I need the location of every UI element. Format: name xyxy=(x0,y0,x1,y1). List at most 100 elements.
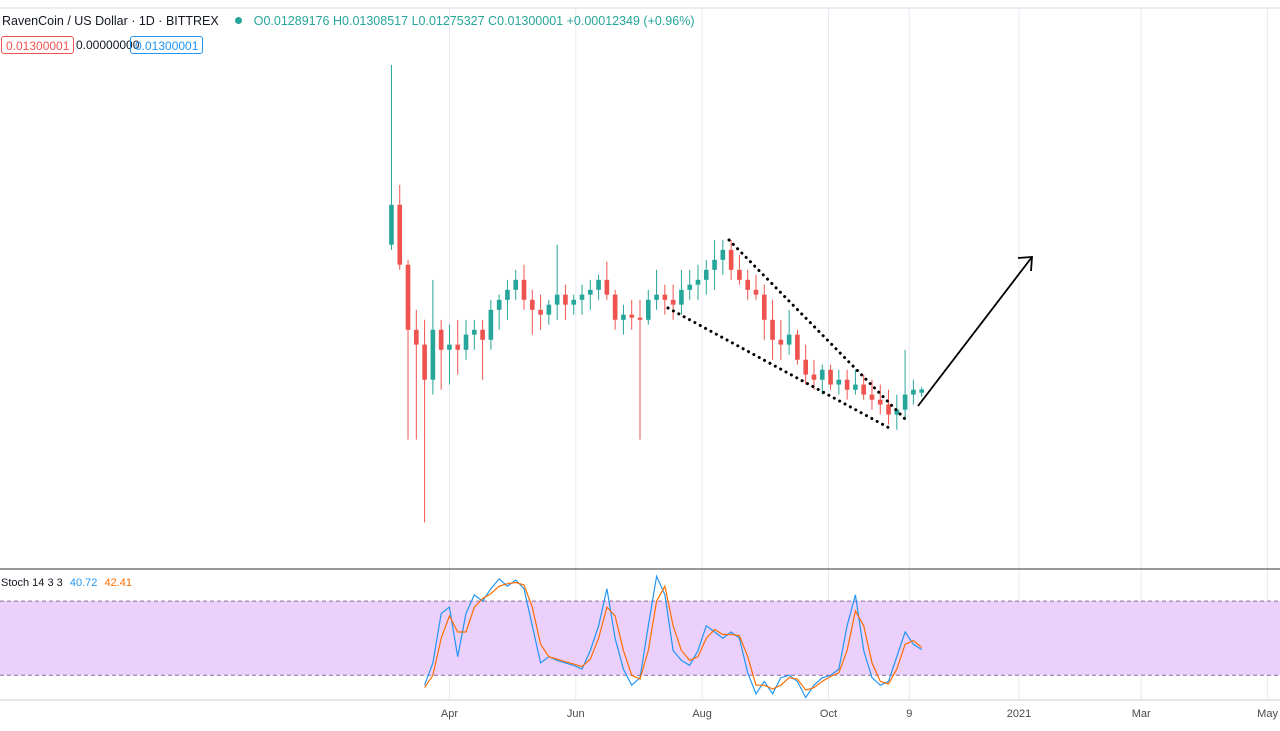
candle-body xyxy=(687,284,693,290)
x-tick-label: Apr xyxy=(441,708,458,720)
arrow-head xyxy=(1017,256,1033,272)
candle-body xyxy=(828,369,833,385)
candle-body xyxy=(529,299,535,310)
candle-body xyxy=(795,334,800,360)
ohlc-label: O xyxy=(253,14,264,28)
candle-body xyxy=(438,329,444,350)
candle-body xyxy=(662,294,668,300)
candle-body xyxy=(761,294,767,320)
high-value: 0.01308517 xyxy=(342,14,409,28)
candle-body xyxy=(405,264,411,330)
candle-body xyxy=(679,289,684,305)
candle-body xyxy=(413,329,419,345)
candle-body xyxy=(712,259,717,270)
candle-body xyxy=(728,249,734,270)
x-tick-label: Aug xyxy=(692,708,712,720)
low-value: 0.01275327 xyxy=(418,14,485,28)
candle-body xyxy=(853,384,858,390)
candle-body xyxy=(902,394,908,410)
candle-body xyxy=(422,344,427,380)
candle-body xyxy=(894,409,900,415)
candle-body xyxy=(737,269,742,280)
candle-body xyxy=(447,344,452,350)
candle-body xyxy=(753,289,759,295)
candle-body xyxy=(496,299,502,310)
candle-body xyxy=(488,309,494,340)
arrow-line xyxy=(917,256,1033,407)
candle-body xyxy=(886,404,891,415)
x-tick-label: Mar xyxy=(1132,708,1151,720)
candle-body xyxy=(919,389,925,393)
candle-body xyxy=(869,394,875,400)
trendline-lower xyxy=(666,306,895,432)
symbol-header: RavenCoin / US Dollar · 1D · BITTREX O0.0… xyxy=(2,14,695,28)
candle-body xyxy=(877,399,883,405)
candle-body xyxy=(819,369,825,380)
status-dot xyxy=(234,17,242,24)
candle-body xyxy=(637,317,643,320)
candle-body xyxy=(911,389,916,395)
ohlc-label: C xyxy=(488,14,498,28)
stoch-k-value: 40.72 xyxy=(69,577,98,589)
candle-body xyxy=(554,294,560,305)
stoch-header: Stoch 14 3 3 40.72 42.41 xyxy=(1,577,132,589)
sell-box[interactable]: 0.01300001 xyxy=(1,36,75,54)
candle-body xyxy=(480,329,485,340)
ohlc-label: L xyxy=(411,14,419,28)
trendline-upper xyxy=(727,238,908,422)
buy-box[interactable]: 0.01300001 xyxy=(130,36,204,54)
x-tick-label: Oct xyxy=(820,708,837,720)
candle-body xyxy=(703,269,709,280)
symbol: RavenCoin / US Dollar · 1D · BITTREX xyxy=(2,14,219,28)
candle-body xyxy=(571,299,577,305)
stoch-line xyxy=(424,574,923,699)
candle-body xyxy=(604,279,610,295)
candle-body xyxy=(546,304,552,315)
candle-body xyxy=(786,334,792,345)
candle-body xyxy=(670,299,676,305)
candle-body xyxy=(596,279,601,290)
spread: 0.00000000 xyxy=(76,38,140,52)
candle-body xyxy=(629,314,635,318)
candle-body xyxy=(621,314,626,320)
candle-body xyxy=(471,329,477,335)
candle-body xyxy=(430,329,436,380)
marks-layer xyxy=(0,64,1280,699)
x-tick-label: May xyxy=(1257,708,1278,720)
candle-body xyxy=(811,374,817,380)
stoch-title: Stoch 14 3 3 xyxy=(1,577,63,589)
x-tick-label: Jun xyxy=(567,708,585,720)
candle-body xyxy=(563,294,568,305)
candle-body xyxy=(538,309,543,315)
candle-body xyxy=(778,339,784,345)
stoch-band xyxy=(0,601,1280,676)
close-value: 0.01300001 xyxy=(497,14,564,28)
x-tick-label: 2021 xyxy=(1007,708,1031,720)
candle-body xyxy=(455,344,461,350)
stoch-line xyxy=(424,581,923,691)
candle-body xyxy=(579,294,585,300)
candle-body xyxy=(587,289,593,295)
x-tick-label: 9 xyxy=(906,708,912,720)
candle-body xyxy=(695,279,701,285)
ohlc-label: H xyxy=(333,14,343,28)
drawings xyxy=(666,238,1033,432)
candle-body xyxy=(612,294,618,320)
candle-body xyxy=(521,279,527,300)
open-value: 0.01289176 xyxy=(263,14,330,28)
candle-body xyxy=(745,279,751,290)
candle-body xyxy=(720,249,726,260)
grid-layer: Apr Jun Aug Oct 9 2021 Mar May xyxy=(441,8,1278,720)
stoch-d-value: 42.41 xyxy=(104,577,132,589)
candle-body xyxy=(803,359,809,375)
change-value: +0.00012349 (+0.96%) xyxy=(566,14,695,28)
candle-body xyxy=(654,294,659,300)
candle-body xyxy=(463,334,469,350)
candle-body xyxy=(397,204,403,265)
candle-body xyxy=(861,384,867,395)
candle-body xyxy=(389,204,394,245)
candle-body xyxy=(513,279,519,290)
candle-body xyxy=(844,379,850,390)
